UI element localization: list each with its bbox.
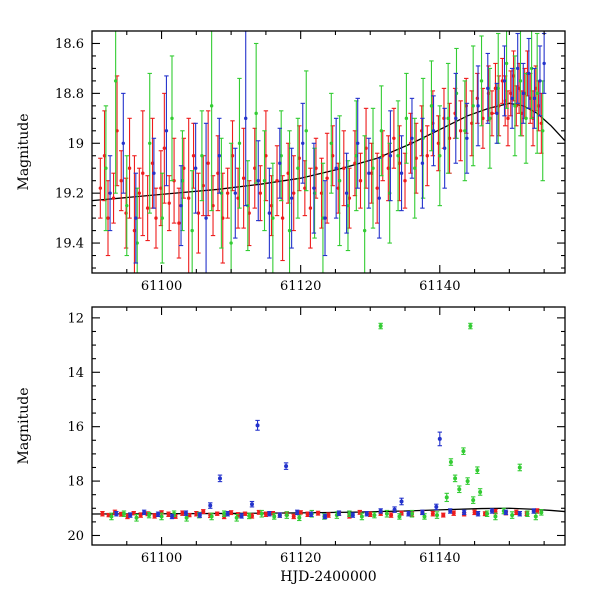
model-curve-top [92,102,565,202]
series-blue-top [107,31,547,273]
series-green-bottom [109,322,544,522]
panel-bottom-data [92,322,565,522]
y-tick-label: 20 [67,529,84,544]
y-tick-label: 18.8 [55,87,84,102]
y-tick-label: 12 [67,311,84,326]
panel-bottom-axes: 61100 61120 61140 12 14 16 18 20 [67,307,565,566]
y-tick-label: 18 [67,475,84,490]
panel-bottom-frame [91,306,566,546]
y-tick-label: 19.4 [55,237,84,252]
panel-top-frame [91,30,566,274]
y-tick-label: 19.2 [55,187,84,202]
x-tick-label: 61120 [280,551,321,566]
panel-top-axes: 61100 61120 61140 18.6 18.8 19 19.2 19.4 [55,31,565,294]
y-tick-label: 16 [67,420,84,435]
series-red-top [98,50,544,273]
panel-top-data [92,31,565,273]
x-tick-label: 61120 [280,279,321,294]
y-tick-label: 18.6 [55,37,84,52]
x-axis-label: HJD-2400000 [280,569,376,585]
y-tick-label: 14 [67,366,84,381]
x-tick-label: 61100 [141,551,182,566]
series-blue-bottom [114,419,536,520]
y-tick-label: 19 [67,137,84,152]
y-axis-label-top: Magnitude [16,113,32,190]
x-tick-label: 61140 [419,279,460,294]
series-green-top [103,31,545,273]
x-tick-label: 61140 [419,551,460,566]
y-axis-label-bottom: Magnitude [16,387,32,464]
x-tick-label: 61100 [141,279,182,294]
